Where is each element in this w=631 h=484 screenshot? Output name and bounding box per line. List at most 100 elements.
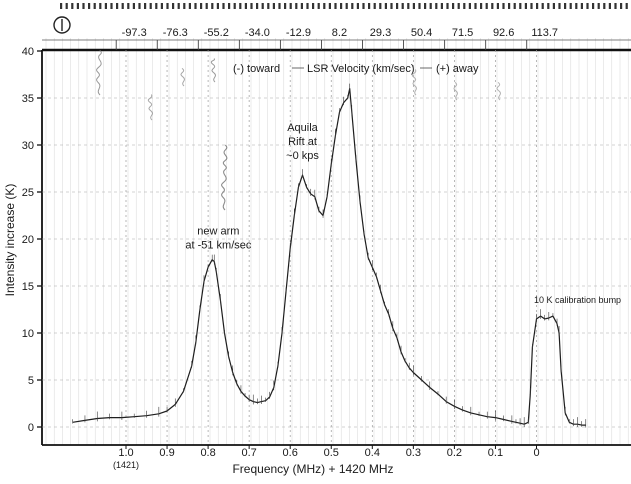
sprocket-hole: [104, 3, 107, 9]
sprocket-hole: [603, 3, 606, 9]
sprocket-hole: [536, 3, 539, 9]
sprocket-hole: [620, 3, 623, 9]
annotation-text: new arm: [197, 225, 239, 237]
y-axis-ticks: 0 5 10 15 20 25 30 35 40: [22, 46, 42, 434]
sprocket-hole: [121, 3, 124, 9]
sprocket-hole: [116, 3, 119, 9]
sprocket-hole: [547, 3, 550, 9]
sprocket-hole: [200, 3, 203, 9]
sprocket-hole: [356, 3, 359, 9]
sprocket-hole: [60, 3, 63, 9]
sprocket-hole: [625, 3, 628, 9]
sprocket-hole: [446, 3, 449, 9]
sprocket-hole: [564, 3, 567, 9]
sprocket-hole: [82, 3, 85, 9]
y-tick-label: 0: [28, 422, 34, 434]
sprocket-hole: [138, 3, 141, 9]
sprocket-hole: [334, 3, 337, 9]
sprocket-hole: [362, 3, 365, 9]
sprocket-hole: [373, 3, 376, 9]
spectrum-line: [72, 88, 586, 426]
top-tick-label: 50.4: [411, 27, 432, 39]
top-tick-label: -97.3: [122, 27, 147, 39]
x-tick-label: 0.9: [159, 447, 174, 459]
sprocket-hole: [502, 3, 505, 9]
sprocket-hole: [429, 3, 432, 9]
sprocket-hole: [317, 3, 320, 9]
spectrum-series: [72, 88, 586, 426]
sprocket-hole: [222, 3, 225, 9]
sprocket-hole: [132, 3, 135, 9]
sprocket-hole: [110, 3, 113, 9]
sprocket-hole: [530, 3, 533, 9]
sprocket-hole: [384, 3, 387, 9]
sprocket-hole: [580, 3, 583, 9]
paper-grid: [45, 38, 629, 445]
sprocket-hole: [278, 3, 281, 9]
sprocket-hole: [480, 3, 483, 9]
sprocket-hole: [160, 3, 163, 9]
sprocket-hole: [244, 3, 247, 9]
top-tick-label: 8.2: [332, 27, 347, 39]
sprocket-hole: [239, 3, 242, 9]
sprocket-hole: [216, 3, 219, 9]
x-tick-label: 0.6: [283, 447, 298, 459]
top-tick-label: -12.9: [286, 27, 311, 39]
sprocket-hole: [340, 3, 343, 9]
sprocket-hole: [194, 3, 197, 9]
toward-label: (-) toward: [233, 63, 280, 75]
sprocket-hole: [496, 3, 499, 9]
y-tick-label: 40: [22, 46, 34, 58]
sprocket-hole: [608, 3, 611, 9]
y-tick-label: 25: [22, 187, 34, 199]
sprocket-hole: [401, 3, 404, 9]
y-tick-label: 10: [22, 328, 34, 340]
sprocket-hole: [76, 3, 79, 9]
trace-noise-ticks: [72, 83, 587, 428]
x-tick-label: 0.3: [406, 447, 421, 459]
sprocket-hole: [390, 3, 393, 9]
top-tick-label: 92.6: [493, 27, 514, 39]
sprocket-hole: [88, 3, 91, 9]
sprocket-hole: [614, 3, 617, 9]
sprocket-hole: [328, 3, 331, 9]
sprocket-hole: [491, 3, 494, 9]
sprocket-hole: [284, 3, 287, 9]
sprocket-hole: [345, 3, 348, 9]
circled-number-icon: [53, 16, 71, 34]
sprocket-hole: [149, 3, 152, 9]
sprocket-hole: [524, 3, 527, 9]
sprocket-hole: [575, 3, 578, 9]
sprocket-hole: [558, 3, 561, 9]
sprocket-hole: [407, 3, 410, 9]
sprocket-hole: [300, 3, 303, 9]
y-tick-label: 5: [28, 375, 34, 387]
sprocket-hole: [228, 3, 231, 9]
sprocket-hole: [177, 3, 180, 9]
top-tick-label: 113.7: [531, 27, 558, 39]
sprocket-hole: [93, 3, 96, 9]
sprocket-hole: [155, 3, 158, 9]
sprocket-hole: [452, 3, 455, 9]
x-tick-label: 0.7: [242, 447, 257, 459]
top-axis-ticks: -97.3 -76.3 -55.2 -34.0 -12.9 8.2 29.3 50.4 71.5…: [115, 27, 558, 50]
annotation-text: at -51 km/sec: [185, 239, 252, 251]
sprocket-hole: [172, 3, 175, 9]
annotation-text: ~0 kps: [286, 150, 319, 162]
lsr-velocity-label: LSR Velocity (km/sec): [307, 63, 415, 75]
y-axis-title: Intensity increase (K): [3, 184, 17, 297]
sprocket-hole: [424, 3, 427, 9]
sprocket-hole: [463, 3, 466, 9]
sprocket-hole: [211, 3, 214, 9]
sprocket-hole: [166, 3, 169, 9]
sprocket-hole: [272, 3, 275, 9]
sprocket-hole: [597, 3, 600, 9]
sprocket-hole: [323, 3, 326, 9]
sprocket-hole: [351, 3, 354, 9]
top-tick-label: 71.5: [452, 27, 473, 39]
chart-annotations: new arm at -51 km/sec Aquila Rift at ~0 kps 1…: [185, 122, 621, 305]
top-tick-label: 29.3: [370, 27, 391, 39]
y-tick-label: 30: [22, 140, 34, 152]
